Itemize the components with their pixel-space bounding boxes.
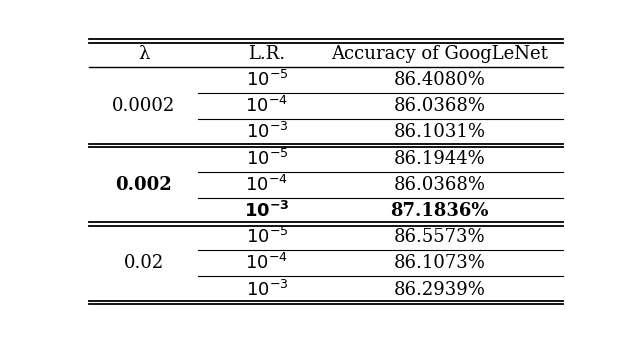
Text: $10^{-3}$: $10^{-3}$ bbox=[245, 279, 288, 300]
Text: 86.0368%: 86.0368% bbox=[393, 176, 485, 194]
Text: $10^{-3}$: $10^{-3}$ bbox=[245, 122, 288, 142]
Text: $10^{-5}$: $10^{-5}$ bbox=[245, 149, 288, 169]
Text: 86.1031%: 86.1031% bbox=[393, 123, 485, 141]
Text: $10^{-4}$: $10^{-4}$ bbox=[245, 175, 288, 195]
Text: $\mathbf{10^{-3}}$: $\mathbf{10^{-3}}$ bbox=[244, 201, 289, 221]
Text: 0.002: 0.002 bbox=[115, 176, 172, 194]
Text: λ: λ bbox=[138, 45, 149, 63]
Text: $10^{-5}$: $10^{-5}$ bbox=[245, 227, 288, 247]
Text: 86.2939%: 86.2939% bbox=[394, 280, 485, 299]
Text: 86.0368%: 86.0368% bbox=[393, 97, 485, 115]
Text: 86.1073%: 86.1073% bbox=[394, 254, 485, 272]
Text: 86.5573%: 86.5573% bbox=[394, 228, 485, 246]
Text: 86.1944%: 86.1944% bbox=[394, 150, 485, 168]
Text: L.R.: L.R. bbox=[248, 45, 286, 63]
Text: 87.1836%: 87.1836% bbox=[390, 202, 488, 220]
Text: 86.4080%: 86.4080% bbox=[394, 71, 485, 89]
Text: $10^{-4}$: $10^{-4}$ bbox=[245, 253, 288, 273]
Text: 0.02: 0.02 bbox=[123, 254, 163, 272]
Text: $10^{-5}$: $10^{-5}$ bbox=[245, 70, 288, 90]
Text: $10^{-4}$: $10^{-4}$ bbox=[245, 96, 288, 116]
Text: Accuracy of GoogLeNet: Accuracy of GoogLeNet bbox=[331, 45, 548, 63]
Text: 0.0002: 0.0002 bbox=[112, 97, 175, 115]
